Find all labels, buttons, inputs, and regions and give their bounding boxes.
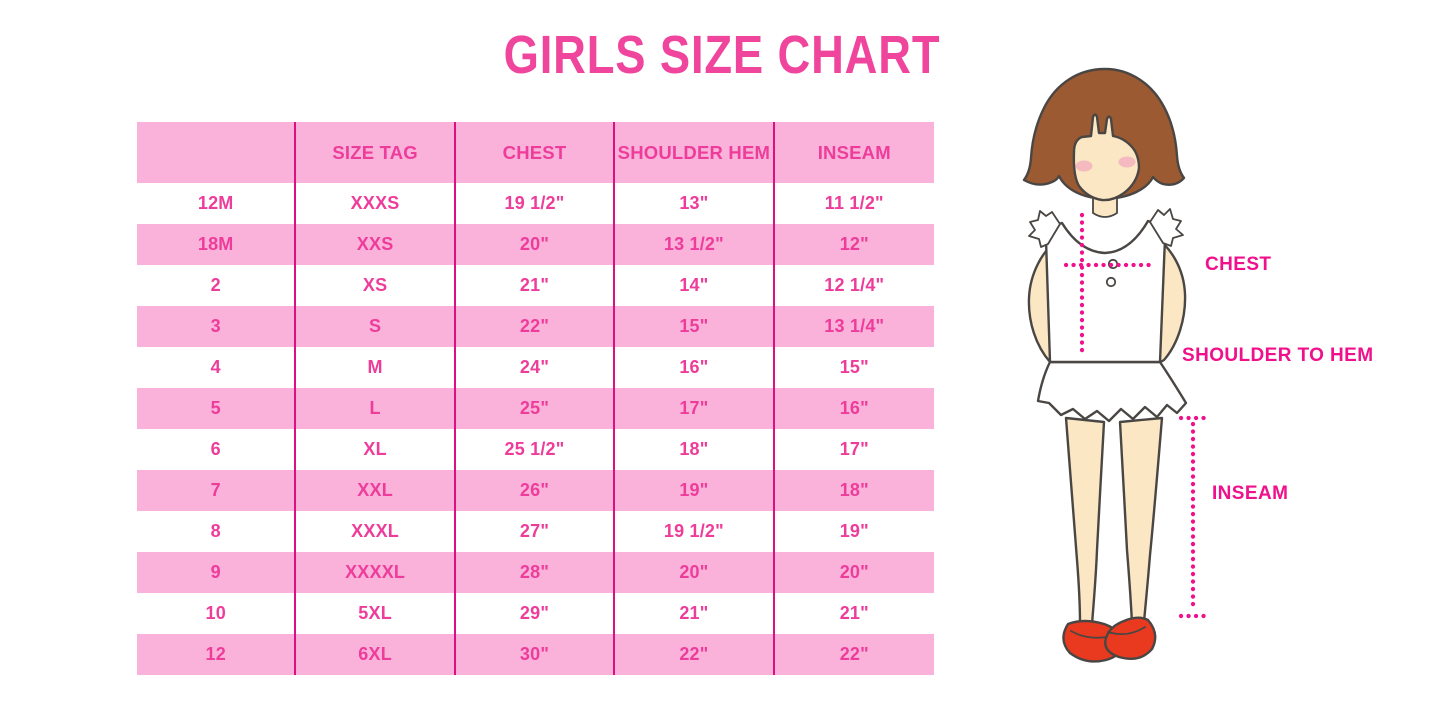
blush-left <box>1075 160 1093 172</box>
table-row: 8 XXXL 27" 19 1/2" 19" <box>137 511 934 552</box>
blush-right <box>1118 156 1136 168</box>
value-cell: 24" <box>456 347 616 388</box>
size-label-cell: 18M <box>137 224 297 265</box>
size-label-cell: 7 <box>137 470 297 511</box>
value-cell: 20" <box>839 562 869 582</box>
size-label-cell: 2 <box>137 265 297 306</box>
table-row: 4 M 24" 16" 15" <box>137 347 934 388</box>
value-cell: 22" <box>456 306 616 347</box>
table-row: 12 6XL 30" 22" 22" <box>137 634 934 675</box>
value-cell: 11 1/2" <box>824 193 884 213</box>
value-cell: 13 1/2" <box>615 224 775 265</box>
value-cell: XXXL <box>296 511 456 552</box>
value-cell: 13" <box>615 183 775 224</box>
table-row: 9 XXXXL 28" 20" 20" <box>137 552 934 593</box>
value-cell: XXXXL <box>296 552 456 593</box>
inseam-label: INSEAM <box>1212 483 1288 504</box>
size-label-cell: 4 <box>137 347 297 388</box>
value-cell: 29" <box>456 593 616 634</box>
shoulder-to-hem-label: SHOULDER TO HEM <box>1182 345 1373 366</box>
table-row: 12M XXXS 19 1/2" 13" 11 1/2" <box>137 183 934 224</box>
value-cell: 30" <box>456 634 616 675</box>
legs <box>1064 416 1164 626</box>
value-cell: 25 1/2" <box>456 429 616 470</box>
value-cell: 21" <box>839 603 869 623</box>
table-row: 5 L 25" 17" 16" <box>137 388 934 429</box>
value-cell: XS <box>296 265 456 306</box>
shoes <box>1062 616 1157 663</box>
size-label-cell: 3 <box>137 306 297 347</box>
size-label-cell: 8 <box>137 511 297 552</box>
column-header-chest: CHEST <box>456 122 616 183</box>
value-cell: 17" <box>615 388 775 429</box>
value-cell: 21" <box>615 593 775 634</box>
table-row: 2 XS 21" 14" 12 1/4" <box>137 265 934 306</box>
shoulder-ruffle-left <box>1028 210 1061 248</box>
value-cell: 25" <box>456 388 616 429</box>
value-cell: 19" <box>615 470 775 511</box>
table-row: 7 XXL 26" 19" 18" <box>137 470 934 511</box>
table-row: 3 S 22" 15" 13 1/4" <box>137 306 934 347</box>
value-cell: 28" <box>456 552 616 593</box>
button-bottom <box>1105 276 1117 288</box>
table-row: 18M XXS 20" 13 1/2" 12" <box>137 224 934 265</box>
value-cell: 18" <box>839 480 869 500</box>
value-cell: S <box>296 306 456 347</box>
size-label-cell: 5 <box>137 388 297 429</box>
column-header-size-tag: SIZE TAG <box>296 122 456 183</box>
value-cell: 15" <box>615 306 775 347</box>
value-cell: 22" <box>839 644 869 664</box>
column-header-inseam: INSEAM <box>817 141 891 163</box>
chest-label: CHEST <box>1205 254 1271 275</box>
value-cell: 20" <box>615 552 775 593</box>
size-label-cell: 12M <box>137 183 297 224</box>
value-cell: 13 1/4" <box>824 316 885 336</box>
value-cell: XXS <box>296 224 456 265</box>
column-header-blank <box>137 122 297 183</box>
value-cell: 6XL <box>296 634 456 675</box>
value-cell: 18" <box>615 429 775 470</box>
value-cell: 14" <box>615 265 775 306</box>
value-cell: 19 1/2" <box>615 511 775 552</box>
value-cell: 19" <box>839 521 869 541</box>
value-cell: 5XL <box>296 593 456 634</box>
value-cell: XL <box>296 429 456 470</box>
column-header-shoulder-hem: SHOULDER HEM <box>615 122 775 183</box>
value-cell: 12 1/4" <box>824 275 885 295</box>
value-cell: 17" <box>839 439 869 459</box>
value-cell: 12" <box>839 234 869 254</box>
size-table: SIZE TAG CHEST SHOULDER HEM INSEAM 12M XXXS 19… <box>137 122 934 675</box>
table-row: 10 5XL 29" 21" 21" <box>137 593 934 634</box>
value-cell: 27" <box>456 511 616 552</box>
table-row: 6 XL 25 1/2" 18" 17" <box>137 429 934 470</box>
value-cell: 26" <box>456 470 616 511</box>
value-cell: L <box>296 388 456 429</box>
size-label-cell: 6 <box>137 429 297 470</box>
head <box>1022 67 1186 218</box>
value-cell: 16" <box>615 347 775 388</box>
table-header-row: SIZE TAG CHEST SHOULDER HEM INSEAM <box>137 122 934 183</box>
value-cell: 21" <box>456 265 616 306</box>
value-cell: 19 1/2" <box>456 183 616 224</box>
size-label-cell: 9 <box>137 552 297 593</box>
skirt <box>1036 360 1188 423</box>
value-cell: 16" <box>839 398 869 418</box>
value-cell: 15" <box>839 357 869 377</box>
size-label-cell: 12 <box>137 634 297 675</box>
value-cell: XXXS <box>296 183 456 224</box>
shoe-right <box>1104 616 1157 660</box>
size-label-cell: 10 <box>137 593 297 634</box>
page-title: GIRLS SIZE CHART <box>504 25 941 85</box>
value-cell: 20" <box>456 224 616 265</box>
girl-measurement-diagram: CHEST SHOULDER TO HEM INSEAM <box>1022 67 1373 663</box>
value-cell: M <box>296 347 456 388</box>
page-title-wrap: GIRLS SIZE CHART <box>0 26 1445 84</box>
face <box>1072 113 1141 202</box>
shoulder-ruffle-right <box>1149 208 1184 247</box>
measurement-lines <box>1063 212 1207 619</box>
value-cell: XXL <box>296 470 456 511</box>
value-cell: 22" <box>615 634 775 675</box>
bodice <box>1028 208 1184 364</box>
